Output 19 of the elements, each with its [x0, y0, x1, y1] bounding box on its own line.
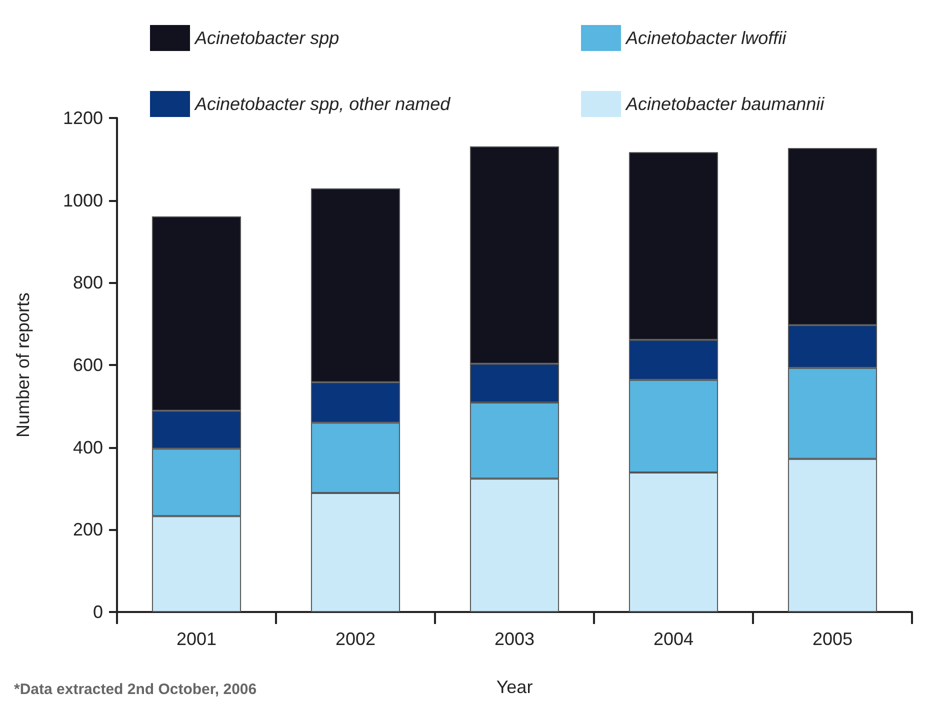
y-axis-title: Number of reports [13, 292, 33, 438]
legend-label: Acinetobacter spp, other named [194, 94, 452, 114]
x-axis-title: Year [496, 677, 533, 697]
x-tick-label: 2003 [494, 629, 535, 649]
x-tick-label: 2005 [812, 629, 853, 649]
text: *Data extracted 2nd October, 2006 [14, 681, 257, 698]
y-tick-label: 0 [92, 602, 103, 622]
y-tick-label: 1200 [62, 108, 103, 128]
x-tick-label: 2001 [176, 629, 217, 649]
y-tick-label: 600 [72, 355, 103, 375]
legend-label: Acinetobacter spp [194, 28, 340, 48]
legend-label: Acinetobacter baumannii [625, 94, 826, 114]
x-tick-label: 2002 [335, 629, 376, 649]
y-tick-label: 1000 [62, 190, 103, 210]
y-tick-label: 200 [72, 520, 103, 540]
legend-label: Acinetobacter lwoffii [625, 28, 788, 48]
y-tick-label: 400 [72, 437, 103, 458]
y-tick-label: 800 [72, 272, 103, 293]
x-tick-label: 2004 [653, 629, 694, 649]
